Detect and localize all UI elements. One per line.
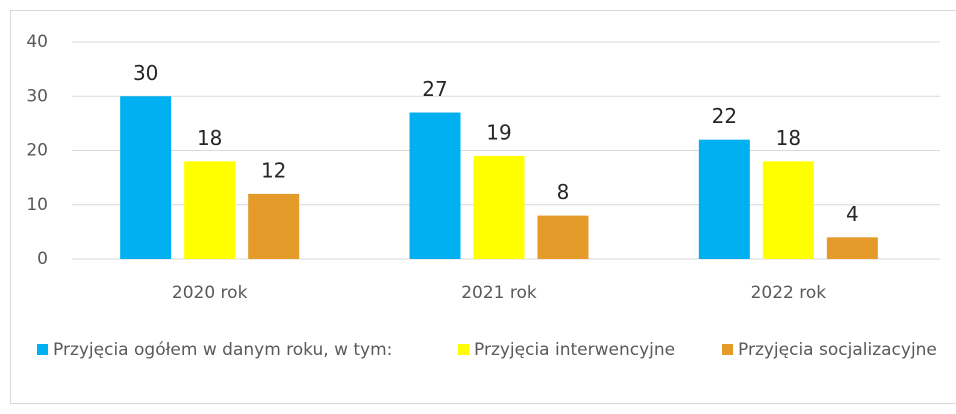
bar xyxy=(409,112,461,260)
data-label: 18 xyxy=(197,126,222,150)
data-label: 8 xyxy=(557,180,570,204)
data-label: 22 xyxy=(712,104,737,128)
legend-swatch xyxy=(722,344,733,355)
legend-label: Przyjęcia interwencyjne xyxy=(474,340,675,360)
bar xyxy=(762,161,814,259)
legend-swatch xyxy=(37,344,48,355)
bar xyxy=(537,215,589,259)
data-label: 4 xyxy=(846,202,859,226)
data-label: 19 xyxy=(486,120,511,144)
data-label: 12 xyxy=(261,158,286,182)
bar xyxy=(698,139,750,259)
bar xyxy=(473,155,525,259)
bar xyxy=(184,161,236,259)
data-label: 18 xyxy=(776,126,801,150)
bar xyxy=(826,237,878,259)
bar xyxy=(248,193,300,259)
x-tick-label: 2021 rok xyxy=(461,283,537,303)
data-label: 30 xyxy=(133,61,158,85)
y-tick-label: 10 xyxy=(26,195,48,215)
legend-label: Przyjęcia ogółem w danym roku, w tym: xyxy=(53,340,392,360)
bar xyxy=(120,96,172,259)
y-tick-label: 40 xyxy=(26,32,48,52)
legend-swatch xyxy=(458,344,469,355)
y-tick-label: 20 xyxy=(26,141,48,161)
x-tick-label: 2022 rok xyxy=(751,283,827,303)
data-label: 27 xyxy=(422,77,447,101)
x-tick-label: 2020 rok xyxy=(172,283,248,303)
y-tick-label: 0 xyxy=(37,249,48,269)
legend-label: Przyjęcia socjalizacyjne xyxy=(738,340,937,360)
y-tick-label: 30 xyxy=(26,86,48,106)
